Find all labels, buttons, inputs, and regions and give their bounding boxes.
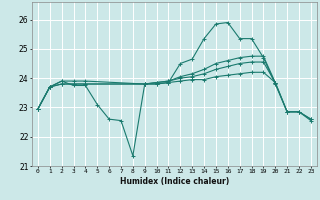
X-axis label: Humidex (Indice chaleur): Humidex (Indice chaleur) <box>120 177 229 186</box>
